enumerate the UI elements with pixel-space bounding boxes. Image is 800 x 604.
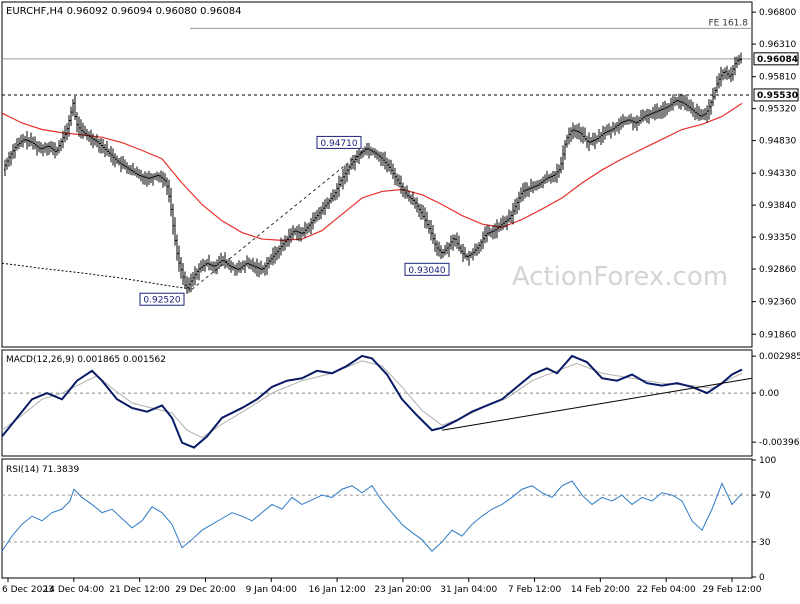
price-annotation-box xyxy=(316,135,362,149)
price-level-value: 0.95530 xyxy=(757,91,798,101)
x-tick-label: 29 Feb 12:00 xyxy=(702,585,761,595)
x-tick-label: 14 Dec 04:00 xyxy=(44,585,105,595)
price-annotation-label: 0.94710 xyxy=(320,139,357,149)
x-tick-label: 7 Feb 12:00 xyxy=(508,585,562,595)
price-y-tick-label: 0.93350 xyxy=(759,233,796,243)
macd-y-tick-label: 0.00 xyxy=(759,389,779,399)
price-y-tick-label: 0.96800 xyxy=(759,8,796,18)
x-tick-label: 21 Dec 12:00 xyxy=(109,585,170,595)
price-y-tick-label: 0.93840 xyxy=(759,201,796,211)
ema-red-line xyxy=(1,102,743,241)
price-y-tick-label: 0.91860 xyxy=(759,330,796,340)
price-y-tick-label: 0.96310 xyxy=(759,40,796,50)
price-annotation-box xyxy=(139,292,185,306)
swing-trend-dashed-line xyxy=(191,148,367,290)
macd-y-tick-label: 0.002985 xyxy=(759,352,800,362)
price-horizontal-levels: FE 161.8 0.96084 0.95530 xyxy=(2,18,799,102)
price-level-value: 0.96084 xyxy=(757,55,798,65)
price-annotations: 0.92520 0.94710 0.93040 xyxy=(139,135,450,306)
rsi-plot xyxy=(1,480,752,552)
long-ma-dotted-line xyxy=(1,262,193,290)
price-annotation-label: 0.92520 xyxy=(143,296,180,306)
rsi-header: RSI(14) 71.3839 xyxy=(6,465,79,475)
price-header: EURCHF,H4 0.96092 0.96094 0.96080 0.9608… xyxy=(6,6,242,17)
fibonacci-extension-label: FE 161.8 xyxy=(709,18,749,28)
rsi-y-tick-label: 30 xyxy=(759,538,771,548)
price-y-tick-label: 0.92860 xyxy=(759,265,796,275)
rsi-y-tick-label: 100 xyxy=(759,456,776,466)
macd-y-tick-label: -0.00396 xyxy=(759,438,800,448)
macd-signal-line xyxy=(1,360,743,439)
x-tick-label: 14 Feb 20:00 xyxy=(571,585,630,595)
price-y-tick-label: 0.92360 xyxy=(759,298,796,308)
x-tick-label: 23 Jan 20:00 xyxy=(374,585,431,595)
price-bars xyxy=(4,52,742,294)
x-tick-label: 29 Dec 20:00 xyxy=(175,585,236,595)
price-annotation-box xyxy=(404,262,450,276)
x-tick-label: 6 Dec 2023 xyxy=(2,585,54,595)
x-tick-label: 22 Feb 04:00 xyxy=(637,585,696,595)
price-panel[interactable] xyxy=(1,1,753,348)
macd-main-line xyxy=(1,354,743,449)
price-y-tick-label: 0.94830 xyxy=(759,137,796,147)
price-dotted-line xyxy=(1,262,193,290)
macd-plot xyxy=(1,354,753,449)
price-y-tick-label: 0.95810 xyxy=(759,73,796,83)
price-y-tick-label: 0.94330 xyxy=(759,169,796,179)
rsi-y-tick-label: 70 xyxy=(759,491,771,501)
watermark-text: ActionForex.com xyxy=(512,262,728,292)
macd-header: MACD(12,26,9) 0.001865 0.001562 xyxy=(6,355,166,365)
price-y-tick-label: 0.95320 xyxy=(759,105,796,115)
price-annotation-label: 0.93040 xyxy=(408,266,445,276)
macd-trendline xyxy=(441,377,753,431)
x-tick-label: 9 Jan 04:00 xyxy=(246,585,298,595)
price-trend-dashed xyxy=(191,148,367,290)
rsi-y-axis: 100 70 30 0 xyxy=(752,456,776,583)
ema-line xyxy=(1,102,743,241)
x-tick-label: 16 Jan 12:00 xyxy=(309,585,366,595)
rsi-y-tick-label: 0 xyxy=(759,573,765,583)
rsi-line xyxy=(1,480,743,552)
macd-panel[interactable] xyxy=(1,349,753,457)
price-level-box xyxy=(753,88,799,102)
macd-y-axis: 0.002985 0.00 -0.00396 xyxy=(752,352,800,448)
x-tick-label: 31 Jan 04:00 xyxy=(440,585,497,595)
rsi-panel[interactable] xyxy=(1,458,753,579)
price-y-axis: 0.96800 0.96310 0.95810 0.95320 0.94830 0.943… xyxy=(752,8,796,340)
price-level-box xyxy=(753,52,799,66)
